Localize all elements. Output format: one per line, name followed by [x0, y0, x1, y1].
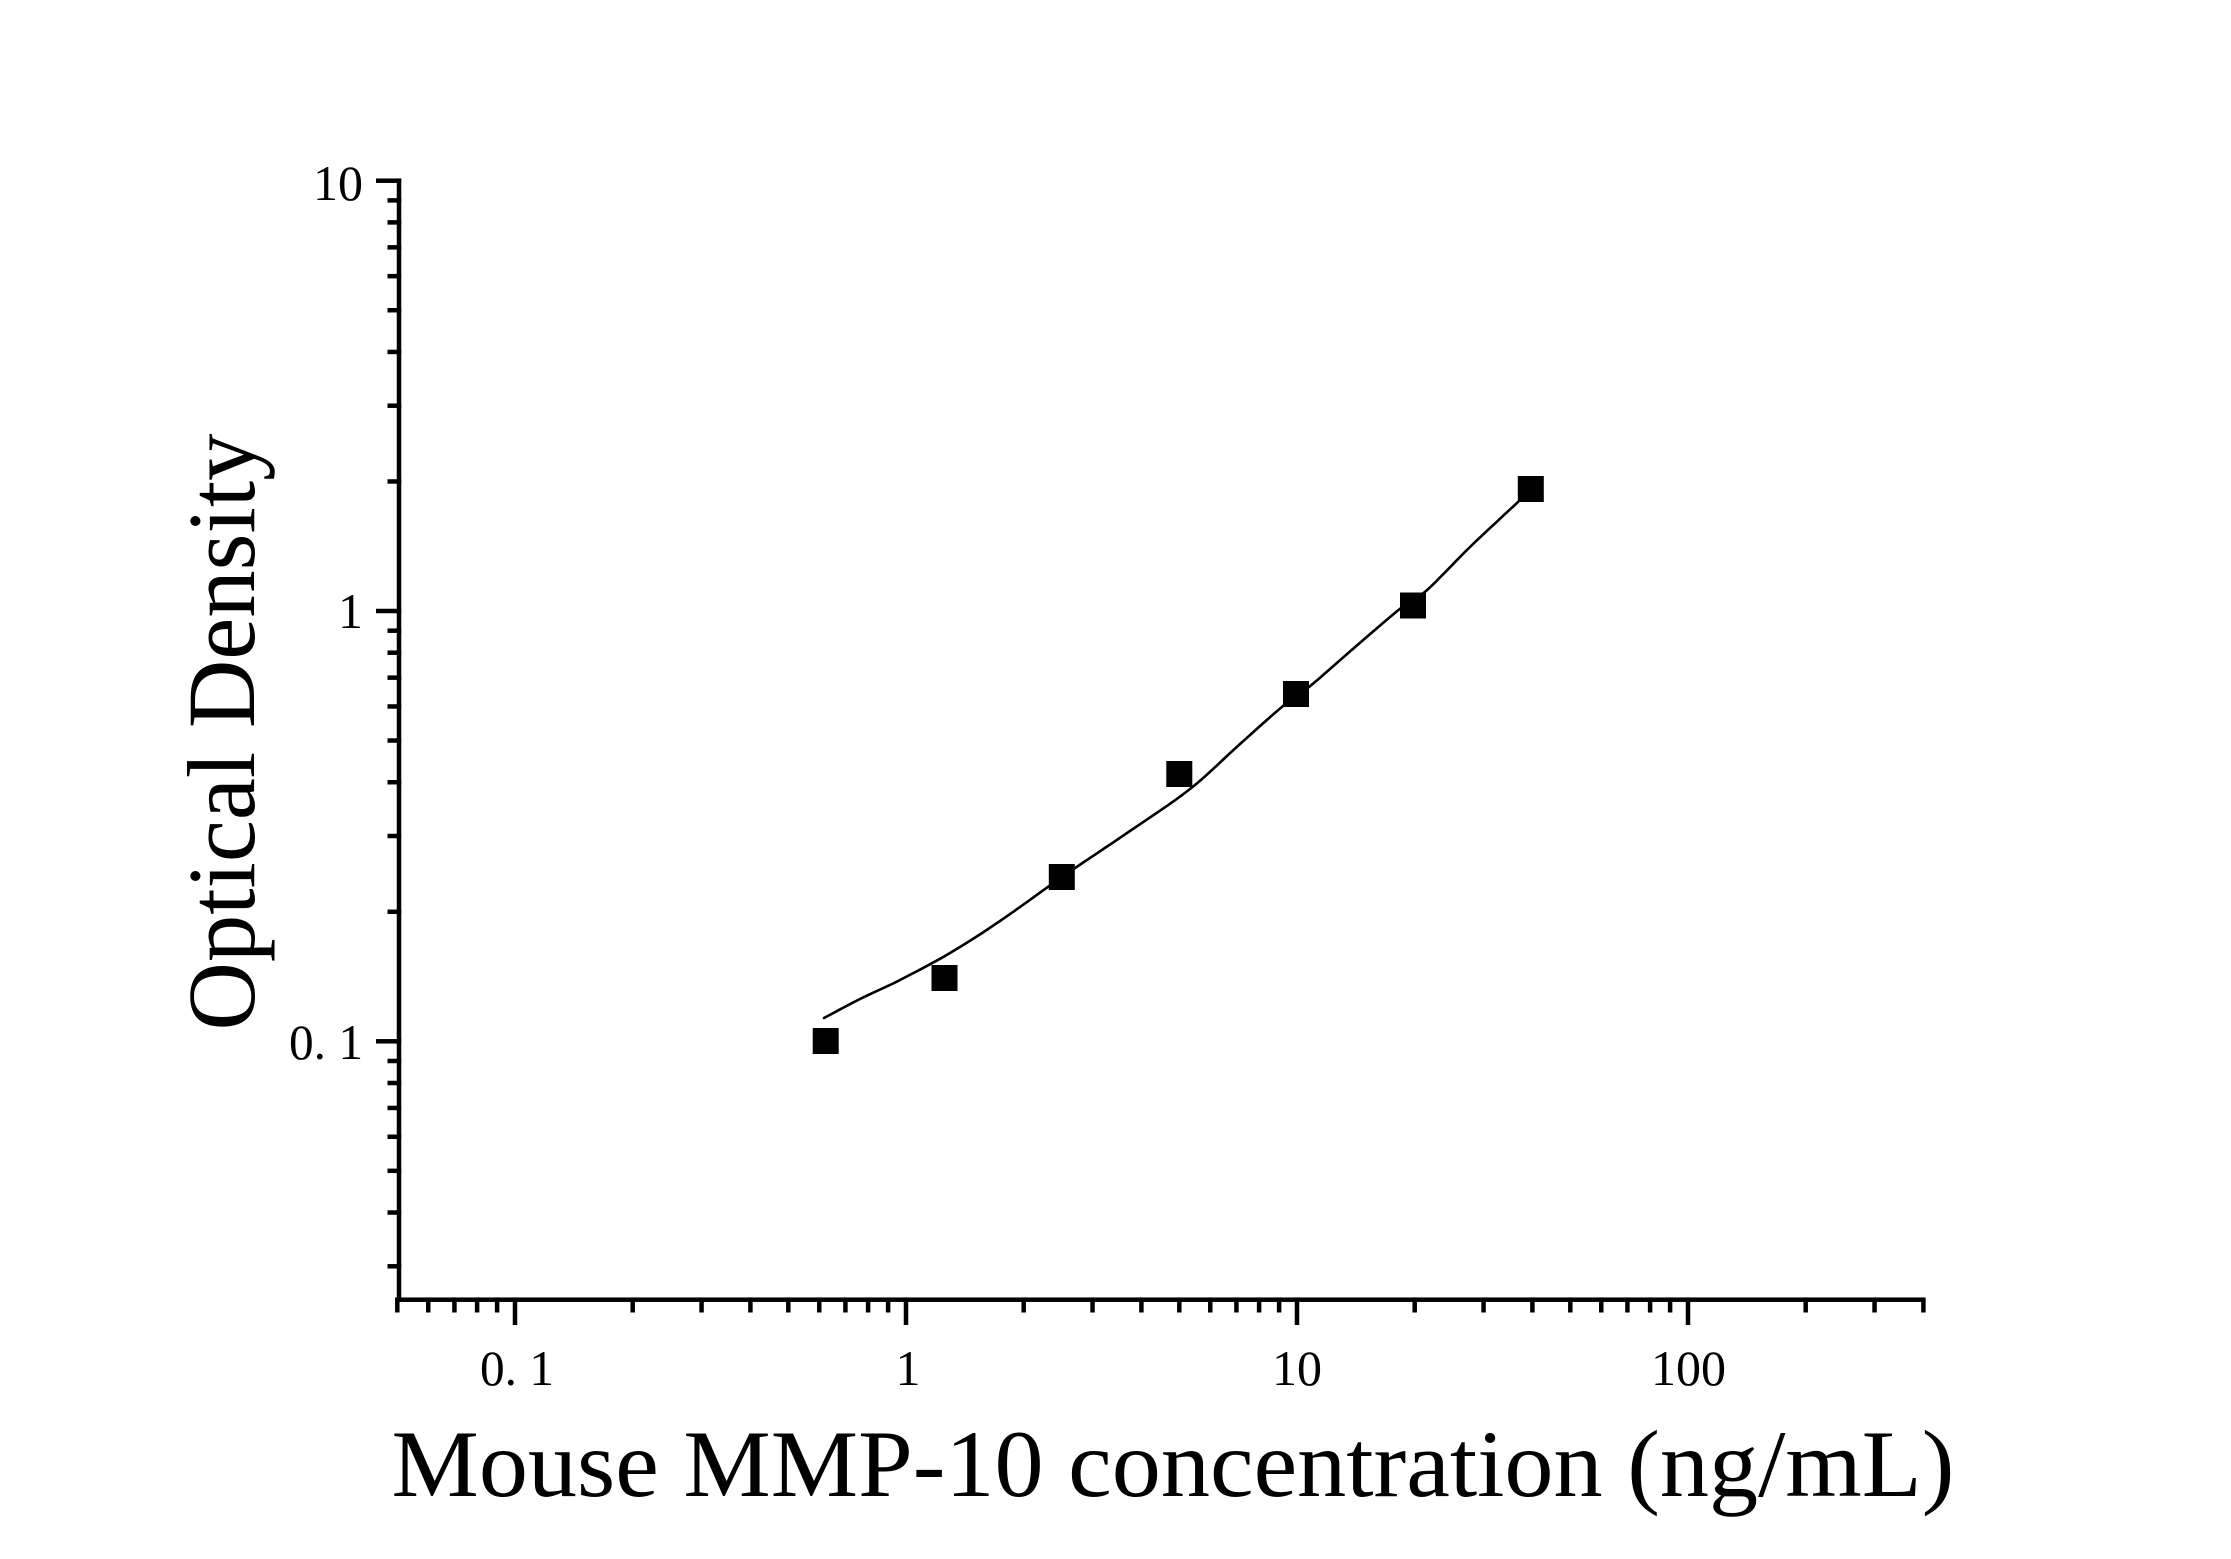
svg-text:0. 1: 0. 1 — [480, 1340, 554, 1396]
svg-text:1: 1 — [338, 583, 363, 639]
svg-text:Mouse MMP-10 concentration (ng: Mouse MMP-10 concentration (ng/mL) — [392, 1411, 1955, 1517]
svg-text:0. 1: 0. 1 — [289, 1014, 363, 1070]
svg-text:100: 100 — [1651, 1340, 1726, 1396]
svg-text:1: 1 — [896, 1340, 921, 1396]
svg-text:Optical Density: Optical Density — [168, 434, 275, 1031]
svg-text:10: 10 — [1272, 1340, 1322, 1396]
svg-text:10: 10 — [313, 155, 363, 211]
